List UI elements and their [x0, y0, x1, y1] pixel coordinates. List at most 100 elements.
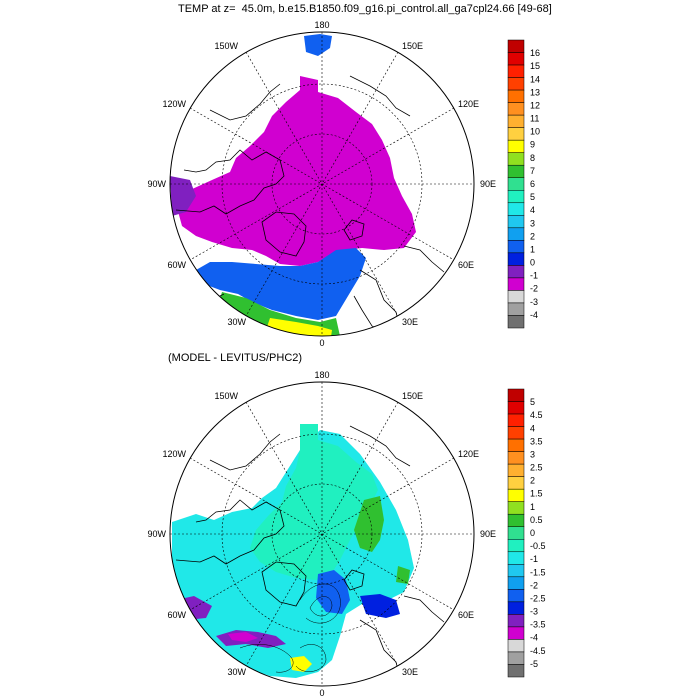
- top-colorbar-swatch: [507, 290, 525, 304]
- top-atlantic-hot: [266, 318, 332, 336]
- top-colorbar-swatch: [507, 177, 525, 191]
- bottom-colorbar-swatch: [507, 388, 525, 402]
- bottom-colorbar-swatch: [507, 476, 525, 490]
- top-label-0: 0: [319, 338, 324, 348]
- bottom-label-30e: 30E: [402, 667, 418, 677]
- top-colorbar-label: 12: [530, 100, 540, 110]
- top-colorbar-label: -1: [530, 271, 538, 281]
- top-colorbar-swatch: [507, 202, 525, 216]
- top-colorbar-swatch: [507, 77, 525, 91]
- top-colorbar-swatch: [507, 102, 525, 116]
- bottom-map-title: (MODEL - LEVITUS/PHC2): [168, 352, 303, 364]
- top-colorbar-swatch: [507, 277, 525, 291]
- bottom-green-field-2: [396, 566, 410, 584]
- bottom-label-120e: 120E: [458, 449, 479, 459]
- bottom-green-field: [354, 496, 384, 552]
- top-arctic-field: [176, 76, 416, 266]
- top-label-120e: 120E: [458, 99, 479, 109]
- bottom-colorbar: 5 4.5 4 3.5 3 2.5 2 1.5 1 0.5 0 -0.5 -1 -1.5 -2 -2.5 -3 -…: [507, 388, 546, 678]
- top-colorbar-label: 9: [530, 140, 535, 150]
- bottom-label-180: 180: [314, 370, 329, 380]
- top-colorbar-swatch: [507, 252, 525, 266]
- top-colorbar-label: -3: [530, 297, 538, 307]
- top-colorbar-swatch: [507, 190, 525, 204]
- bottom-colorbar-swatch: [507, 576, 525, 590]
- top-colorbar-label: 14: [530, 74, 540, 84]
- top-colorbar-label: 15: [530, 61, 540, 71]
- bottom-label-150w: 150W: [214, 391, 238, 401]
- top-colorbar-label: 13: [530, 87, 540, 97]
- bottom-colorbar-label: 2: [530, 476, 535, 486]
- bottom-yellow-field: [290, 656, 312, 672]
- bottom-deep-blue-field: [360, 594, 400, 618]
- bottom-label-60w: 60W: [167, 610, 186, 620]
- top-colorbar-label: -4: [530, 310, 538, 320]
- bottom-colorbar-label: -1.5: [530, 567, 546, 577]
- bottom-colorbar-label: 3.5: [530, 436, 543, 446]
- bottom-colorbar-label: 0.5: [530, 515, 543, 525]
- bottom-colorbar-label: -5: [530, 659, 538, 669]
- top-label-90w: 90W: [147, 179, 166, 189]
- top-colorbar-swatch: [507, 215, 525, 229]
- bottom-label-30w: 30W: [227, 667, 246, 677]
- bottom-colorbar-label: 3: [530, 449, 535, 459]
- bottom-colorbar-swatch: [507, 526, 525, 540]
- top-colorbar-label: 3: [530, 218, 535, 228]
- top-colorbar-swatch: [507, 139, 525, 153]
- bottom-colorbar-label: -2: [530, 580, 538, 590]
- top-colorbar-label: 0: [530, 258, 535, 268]
- top-colorbar-swatch: [507, 315, 525, 329]
- bottom-polar-map: 180 90W 90E 0 150W 120W 150E 120E 60W 30…: [147, 370, 496, 698]
- bottom-colorbar-swatch: [507, 601, 525, 615]
- bottom-label-60e: 60E: [458, 610, 474, 620]
- bottom-colorbar-swatch: [507, 501, 525, 515]
- top-colorbar-label: 7: [530, 166, 535, 176]
- top-colorbar-label: 11: [530, 114, 539, 124]
- top-colorbar-swatch: [507, 265, 525, 279]
- top-map-title: TEMP at z= 45.0m, b.e15.B1850.f09_g16.pi…: [178, 3, 552, 15]
- bottom-label-120w: 120W: [162, 449, 186, 459]
- bottom-colorbar-swatch: [507, 463, 525, 477]
- top-label-150w: 150W: [214, 41, 238, 51]
- bottom-colorbar-swatch: [507, 513, 525, 527]
- top-colorbar-swatch: [507, 127, 525, 141]
- top-label-180: 180: [314, 20, 329, 30]
- top-colorbar-label: 4: [530, 205, 535, 215]
- bottom-label-90w: 90W: [147, 529, 166, 539]
- bottom-colorbar-swatch: [507, 401, 525, 415]
- bottom-colorbar-label: -2.5: [530, 593, 546, 603]
- top-label-120w: 120W: [162, 99, 186, 109]
- bottom-label-150e: 150E: [402, 391, 423, 401]
- bottom-label-90e: 90E: [480, 529, 496, 539]
- top-baffin-field: [170, 176, 196, 216]
- top-colorbar-swatch: [507, 52, 525, 66]
- bottom-colorbar-label: -4.5: [530, 646, 546, 656]
- top-colorbar-swatch: [507, 240, 525, 254]
- bottom-colorbar-label: 4: [530, 423, 535, 433]
- bottom-colorbar-label: 2.5: [530, 463, 543, 473]
- top-label-60w: 60W: [167, 260, 186, 270]
- bottom-colorbar-swatch: [507, 664, 525, 678]
- top-colorbar-label: 6: [530, 179, 535, 189]
- bottom-arctic-field: [250, 424, 378, 580]
- bottom-colorbar-swatch: [507, 614, 525, 628]
- top-colorbar-swatch: [507, 227, 525, 241]
- bottom-colorbar-label: -3.5: [530, 620, 546, 630]
- top-colorbar-label: 8: [530, 153, 535, 163]
- top-colorbar-swatch: [507, 39, 525, 53]
- bottom-colorbar-swatch: [507, 639, 525, 653]
- top-colorbar-label: 2: [530, 231, 535, 241]
- top-colorbar-swatch: [507, 64, 525, 78]
- bottom-colorbar-label: -1: [530, 554, 538, 564]
- bottom-colorbar-swatch: [507, 651, 525, 665]
- top-label-30e: 30E: [402, 317, 418, 327]
- bottom-colorbar-swatch: [507, 626, 525, 640]
- top-label-150e: 150E: [402, 41, 423, 51]
- bottom-colorbar-swatch: [507, 413, 525, 427]
- top-colorbar-label: 10: [530, 127, 540, 137]
- bottom-atlantic-magenta: [228, 632, 258, 642]
- bottom-colorbar-swatch: [507, 488, 525, 502]
- top-colorbar-swatch: [507, 302, 525, 316]
- top-colorbar-swatch: [507, 164, 525, 178]
